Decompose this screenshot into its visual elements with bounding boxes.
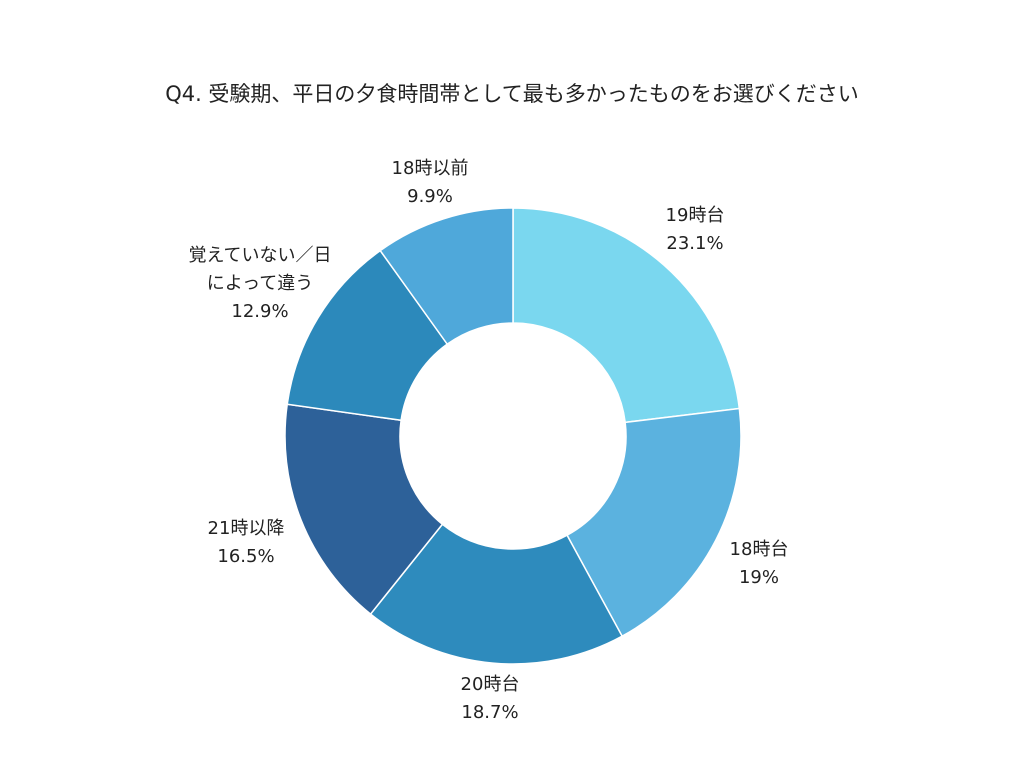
category-label: 18時台 xyxy=(729,539,789,560)
donut-slice-2 xyxy=(369,523,624,665)
category-label: 21時以降 xyxy=(207,518,285,539)
category-label-line2: によって違う xyxy=(206,273,314,294)
slice-label-18: 18時台 19% xyxy=(730,536,789,592)
value-label: 12.9% xyxy=(231,301,289,322)
value-label: 19% xyxy=(738,567,779,588)
value-label: 18.7% xyxy=(461,702,519,723)
value-label: 9.9% xyxy=(407,186,453,207)
slice-label-21: 21時以降 16.5% xyxy=(208,515,285,571)
category-label: 18時以前 xyxy=(391,158,469,179)
slice-label-before18: 18時以前 9.9% xyxy=(392,155,469,211)
slice-label-20: 20時台 18.7% xyxy=(461,671,520,727)
slice-label-unknown: 覚えていない／日 によって違う 12.9% xyxy=(188,242,331,326)
slice-label-19: 19時台 23.1% xyxy=(666,202,725,258)
donut-slice-5 xyxy=(379,207,514,346)
value-label: 16.5% xyxy=(217,546,275,567)
donut-slice-0 xyxy=(512,207,741,424)
chart-title: Q4. 受験期、平日の夕食時間帯として最も多かったものをお選びください xyxy=(165,82,859,106)
value-label: 23.1% xyxy=(666,233,724,254)
category-label: 19時台 xyxy=(665,205,725,226)
donut-slice-1 xyxy=(566,407,742,638)
category-label: 20時台 xyxy=(460,674,520,695)
donut-slice-3 xyxy=(284,403,444,616)
category-label-line1: 覚えていない／日 xyxy=(188,245,332,266)
